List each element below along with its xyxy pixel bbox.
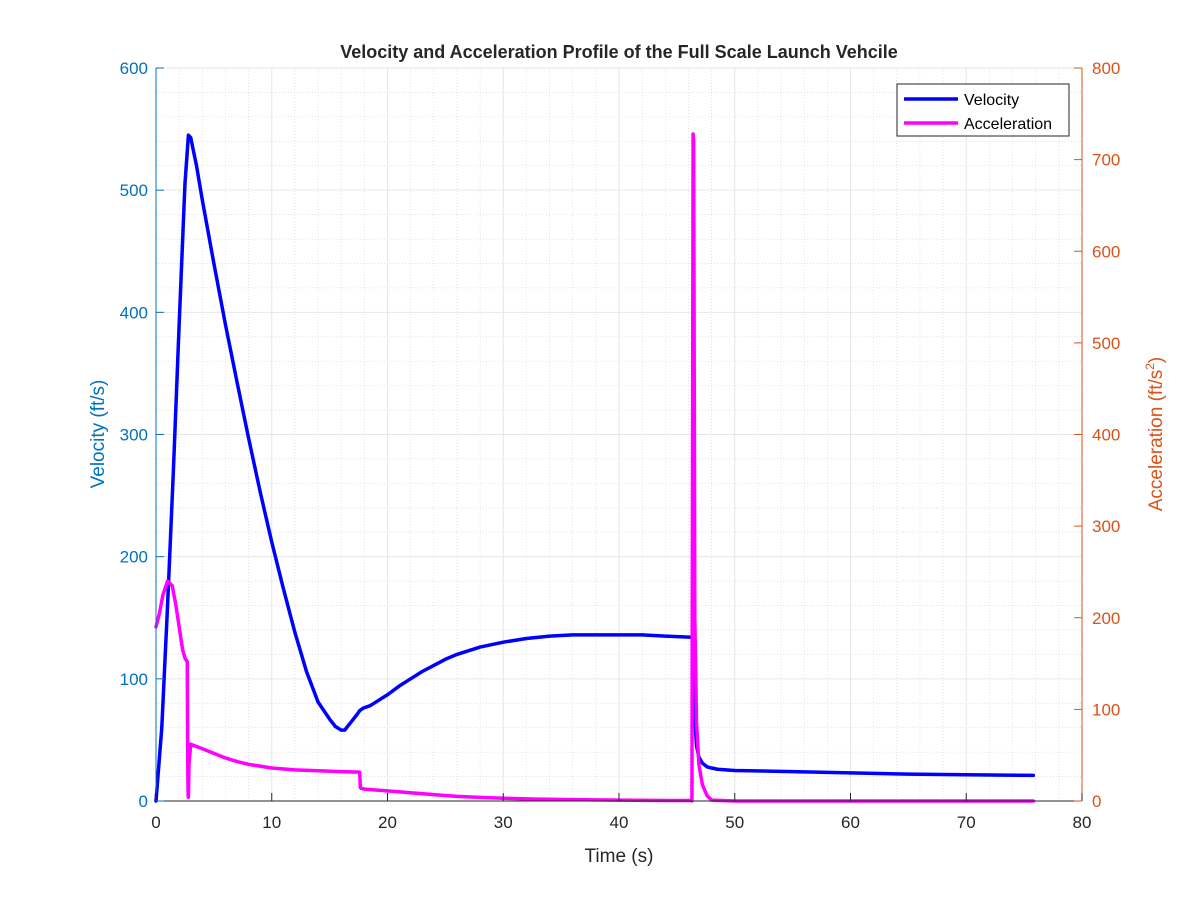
- y-axis-label-right-close: ): [1146, 357, 1167, 363]
- chart-title: Velocity and Acceleration Profile of the…: [340, 42, 898, 62]
- y-left-tick-label: 600: [120, 59, 148, 78]
- axes-layer: 0 10 20 30 40 50 60 70 8001002003004005006000100…: [120, 59, 1121, 832]
- x-tick-label: 50: [725, 813, 744, 832]
- x-tick-label: 20: [378, 813, 397, 832]
- y-right-tick-label: 100: [1092, 700, 1120, 719]
- y-axis-label-left: Velocity (ft/s): [88, 380, 109, 489]
- series-line-acceleration: [154, 132, 1036, 803]
- y-left-tick-label: 500: [120, 181, 148, 200]
- y-right-tick-label: 200: [1092, 609, 1120, 628]
- y-right-tick-label: 300: [1092, 517, 1120, 536]
- legend-box: [896, 83, 1070, 137]
- series-layer: [154, 132, 1036, 803]
- y-right-tick-label: 700: [1092, 151, 1120, 170]
- x-tick-label: 30: [494, 813, 513, 832]
- x-tick-label: 10: [262, 813, 281, 832]
- y-right-tick-label: 600: [1092, 242, 1120, 261]
- y-axis-label-right-base: Acceleration (ft/s: [1146, 370, 1167, 512]
- y-axis-label-right: Acceleration (ft/s2): [1143, 357, 1167, 512]
- x-tick-label: 0: [151, 813, 160, 832]
- legend: Velocity Acceleration: [896, 83, 1070, 137]
- y-left-tick-label: 200: [120, 548, 148, 567]
- y-right-tick-label: 800: [1092, 59, 1120, 78]
- legend-label-velocity: Velocity: [964, 92, 1019, 109]
- legend-label-acceleration: Acceleration: [964, 116, 1052, 133]
- y-left-tick-label: 0: [139, 792, 148, 811]
- y-right-tick-label: 400: [1092, 426, 1120, 445]
- y-axis-label-right-sup: 2: [1143, 363, 1157, 370]
- x-tick-label: 80: [1073, 813, 1092, 832]
- x-tick-label: 40: [610, 813, 629, 832]
- y-left-tick-label: 300: [120, 426, 148, 445]
- x-tick-label: 60: [841, 813, 860, 832]
- x-axis-label: Time (s): [585, 846, 654, 867]
- y-left-tick-label: 100: [120, 670, 148, 689]
- y-right-tick-label: 0: [1092, 792, 1101, 811]
- y-right-tick-label: 500: [1092, 334, 1120, 353]
- x-tick-label: 70: [957, 813, 976, 832]
- y-left-tick-label: 400: [120, 303, 148, 322]
